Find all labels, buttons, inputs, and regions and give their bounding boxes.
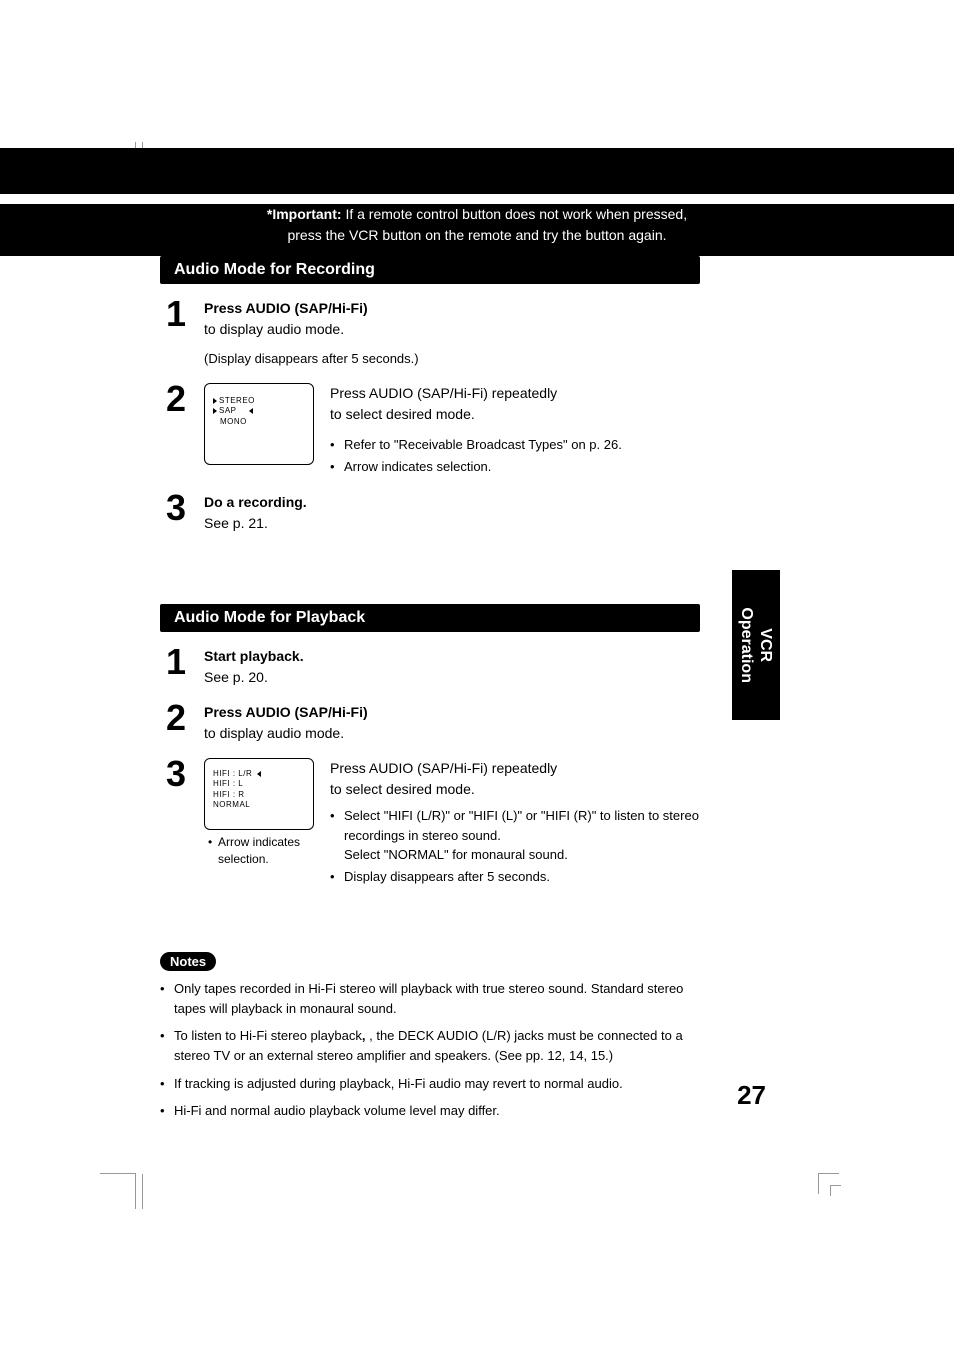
page-number: 27 [737,1080,766,1111]
step-number: 1 [166,298,192,330]
playback-step-2: 2 Press AUDIO (SAP/Hi-Fi) to display aud… [160,702,700,744]
step-number: 1 [166,646,192,678]
recording-step-3: 3 Do a recording. See p. 21. [160,492,700,534]
header-black-bar [0,148,954,194]
step3-rest: See p. 21. [204,515,268,531]
step2-text: Press AUDIO (SAP/Hi-Fi) repeatedly to se… [330,383,700,478]
osd-pb-r3: HIFI : R [213,790,245,799]
main-content: Audio Mode for Recording 1 Press AUDIO (… [160,256,700,1128]
step-body: Press AUDIO (SAP/Hi-Fi) to display audio… [204,702,700,744]
playback-step-3: 3 HIFI : L/R HIFI : L HIFI : R NORMAL Ar… [160,758,700,888]
step2-bullets: Refer to "Receivable Broadcast Types" on… [330,435,700,476]
pb-step2-rest: to display audio mode. [204,725,344,741]
osd-r3: MONO [220,417,247,426]
step2-rest: to select desired mode. [330,406,475,422]
note-1: Only tapes recorded in Hi-Fi stereo will… [160,979,700,1019]
note-3: If tracking is adjusted during playback,… [160,1074,700,1094]
step-number: 2 [166,702,192,734]
step-body: Do a recording. See p. 21. [204,492,700,534]
pb-step3-rest: to select desired mode. [330,781,475,797]
step1-paren: (Display disappears after 5 seconds.) [204,351,419,366]
step-number: 2 [166,383,192,415]
pb-step2-bold: Press AUDIO (SAP/Hi-Fi) [204,704,368,720]
note-2a: To listen to Hi-Fi stereo playback [174,1028,362,1043]
step2-bold: Press AUDIO (SAP/Hi-Fi) [330,385,488,401]
step2-b2: Arrow indicates selection. [330,457,700,477]
pb-step3-after: repeatedly [488,760,557,776]
step1-bold: Press AUDIO (SAP/Hi-Fi) [204,300,368,316]
step1-rest: to display audio mode. [204,321,344,337]
recording-step-1: 1 Press AUDIO (SAP/Hi-Fi) to display aud… [160,298,700,369]
notes-section: Notes Only tapes recorded in Hi-Fi stere… [160,952,700,1121]
section-header-recording: Audio Mode for Recording [160,256,700,284]
notes-label: Notes [160,952,216,971]
side-tab-line1: VCR [757,628,774,662]
playback-step-1: 1 Start playback. See p. 20. [160,646,700,688]
pb-b1b: Select "NORMAL" for monaural sound. [344,847,568,862]
osd-pb-note: Arrow indicates selection. [204,834,324,868]
section-header-playback: Audio Mode for Playback [160,604,700,632]
pb-step3-b2: Display disappears after 5 seconds. [330,867,700,887]
step-body: Press AUDIO (SAP/Hi-Fi) to display audio… [204,298,700,369]
osd-display-recording: STEREO SAP MONO [204,383,314,465]
pb-step3-text: Press AUDIO (SAP/Hi-Fi) repeatedly to se… [330,758,700,888]
osd-pb-r2: HIFI : L [213,779,243,788]
osd-display-playback: HIFI : L/R HIFI : L HIFI : R NORMAL [204,758,314,830]
step-number: 3 [166,758,192,790]
pb-step3-bullets: Select "HIFI (L/R)" or "HIFI (L)" or "HI… [330,806,700,886]
osd-pb-r1: HIFI : L/R [213,769,252,778]
note-2: To listen to Hi-Fi stereo playback, , th… [160,1026,700,1066]
osd-pb-r4: NORMAL [213,800,250,809]
recording-step-2: 2 STEREO SAP MONO Press AUDIO (SAP/Hi-Fi… [160,383,700,478]
step3-bold: Do a recording. [204,494,307,510]
osd-r2: SAP [219,406,237,415]
crop-mark-br [818,1173,854,1209]
side-tab-line2: Operation [738,607,755,683]
side-tab-vcr-operation: VCR Operation [732,570,780,720]
osd-pb-note-text: Arrow indicates selection. [208,834,324,868]
important-notice: *Important: If a remote control button d… [0,204,954,256]
pb-step1-rest: See p. 20. [204,669,268,685]
step-body: Start playback. See p. 20. [204,646,700,688]
crop-mark-bl [100,1173,136,1209]
important-label: *Important: [267,206,342,222]
pb-b1a: Select "HIFI (L/R)" or "HIFI (L)" or "HI… [344,808,699,843]
pb-step3-b1: Select "HIFI (L/R)" or "HIFI (L)" or "HI… [330,806,700,865]
osd-r1: STEREO [219,396,255,405]
step2-b1: Refer to "Receivable Broadcast Types" on… [330,435,700,455]
important-line2: press the VCR button on the remote and t… [287,227,666,243]
pb-step3-bold: Press AUDIO (SAP/Hi-Fi) [330,760,488,776]
step-number: 3 [166,492,192,524]
notes-list: Only tapes recorded in Hi-Fi stereo will… [160,979,700,1121]
step2-after: repeatedly [488,385,557,401]
note-4: Hi-Fi and normal audio playback volume l… [160,1101,700,1121]
important-line1: If a remote control button does not work… [345,206,687,222]
pb-step1-bold: Start playback. [204,648,304,664]
